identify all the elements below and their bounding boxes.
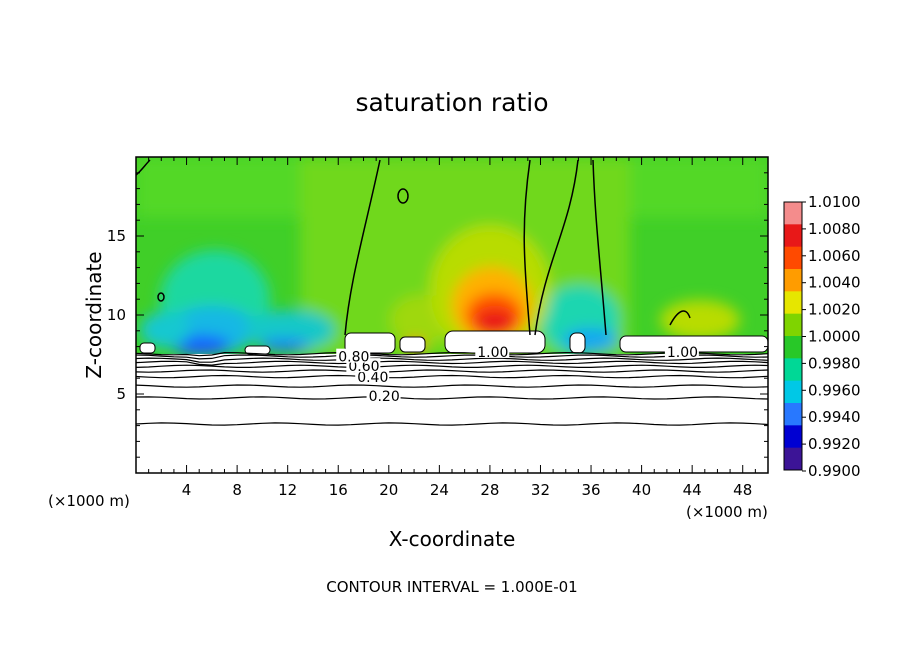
colorbar-label: 0.9980 [808, 354, 861, 372]
colorbar-swatch [784, 269, 802, 292]
contour-label: 0.20 [369, 389, 400, 405]
x-tick-label: 28 [480, 481, 499, 499]
contour-line [136, 384, 768, 388]
y-tick-label: 5 [116, 385, 126, 403]
colorbar-swatch [784, 380, 802, 404]
saturated-patches [139, 330, 768, 355]
colorbar-swatch [784, 202, 802, 225]
x-tick-label: 12 [278, 481, 297, 499]
colorbar-swatch [784, 336, 802, 359]
x-tick-label: 24 [430, 481, 449, 499]
colorbar-label: 1.0000 [808, 328, 861, 346]
subsaturated-region [136, 354, 768, 473]
contour-line [136, 357, 768, 363]
contour-line [136, 422, 768, 426]
x-tick-label: 20 [379, 481, 398, 499]
colorbar-label: 0.9920 [808, 435, 861, 453]
contour-label-bg [366, 388, 401, 403]
x-tick-label: 32 [531, 481, 550, 499]
contour-label-bg [355, 369, 390, 384]
x-tick-label: 16 [329, 481, 348, 499]
colorbar-label: 1.0020 [808, 301, 861, 319]
colorbar-swatch [784, 425, 802, 449]
colorbar-swatch [784, 403, 802, 426]
contour-labels: 0.20 0.400.600.80 1.00 1.00 [336, 343, 699, 405]
upper-contours [136, 159, 691, 336]
x-unit-label-right: (×1000 m) [686, 503, 768, 521]
colorbar-swatch [784, 313, 802, 337]
contour-label: 0.60 [348, 359, 379, 375]
colorbar-swatch [784, 447, 802, 471]
colorbar-swatch [784, 246, 802, 270]
colorbar-label: 0.9960 [808, 381, 861, 399]
colorbar: 1.0100 1.0080 1.0060 1.0040 1.0020 1.0000 0.99… [783, 193, 861, 480]
x-tick-label: 4 [182, 481, 192, 499]
colorbar-label: 1.0040 [808, 274, 861, 292]
colorbar-label: 0.9900 [808, 462, 861, 480]
contour-label-bg [664, 343, 699, 358]
contour-label: 1.00 [477, 345, 508, 361]
x-tick-label: 8 [232, 481, 242, 499]
contour-line [136, 360, 768, 366]
contour-label-bg [336, 348, 371, 363]
contour-label: 0.40 [357, 370, 388, 386]
chart-title: saturation ratio [355, 88, 549, 117]
colorbar-label: 0.9940 [808, 408, 861, 426]
y-tick-label: 10 [107, 306, 126, 324]
y-tick-label: 15 [107, 227, 126, 245]
contour-line [136, 364, 768, 368]
contour-line [136, 369, 768, 373]
contour-label: 0.80 [338, 350, 369, 366]
contour-label: 1.00 [667, 345, 698, 361]
colorbar-label: 1.0080 [808, 220, 861, 238]
colorbar-label: 1.0100 [808, 193, 861, 211]
y-axis-label: Z-coordinate [82, 251, 106, 379]
contour-line [136, 396, 768, 400]
contour-line [136, 354, 768, 360]
colorbar-swatch [784, 358, 802, 382]
x-tick-label: 44 [683, 481, 702, 499]
saturation-field [136, 157, 768, 357]
contour-line [136, 351, 768, 357]
contour-label-bg [475, 343, 510, 358]
colorbar-swatch [784, 224, 802, 248]
contour-line [136, 374, 768, 379]
x-tick-label: 40 [632, 481, 651, 499]
x-unit-label-left: (×1000 m) [48, 492, 130, 510]
y-axis: 5 10 15 [107, 156, 768, 474]
contour-interval-note: CONTOUR INTERVAL = 1.000E-01 [326, 578, 578, 596]
x-tick-label: 36 [581, 481, 600, 499]
horizontal-contours [136, 351, 768, 426]
colorbar-swatch [784, 291, 802, 315]
x-tick-label: 48 [733, 481, 752, 499]
x-axis-label: X-coordinate [388, 527, 516, 551]
colorbar-label: 1.0060 [808, 247, 861, 265]
x-axis: 4 8 12 16 20 24 28 32 36 40 44 48 [135, 157, 769, 499]
